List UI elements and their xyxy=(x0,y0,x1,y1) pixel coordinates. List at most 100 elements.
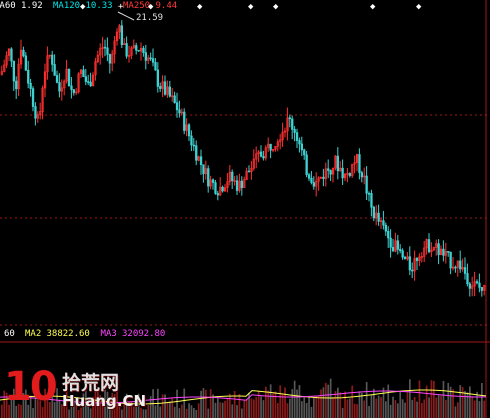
candle-body xyxy=(173,95,176,103)
candle-body xyxy=(288,117,292,120)
volume-bar xyxy=(171,398,174,418)
candle-body xyxy=(463,267,467,274)
candle-body xyxy=(319,176,323,179)
candle xyxy=(447,251,450,257)
candle-body xyxy=(255,153,258,160)
candle xyxy=(418,253,421,267)
candle-body xyxy=(401,250,404,258)
candle-body xyxy=(348,173,352,176)
candle-body xyxy=(250,167,253,172)
candle xyxy=(377,204,380,226)
volume-bar xyxy=(265,386,267,418)
candle xyxy=(454,265,457,273)
candle-body xyxy=(353,162,356,165)
candle-body xyxy=(144,52,148,61)
candle xyxy=(269,143,272,159)
candle xyxy=(298,137,301,153)
candle xyxy=(291,115,294,140)
volume-bar xyxy=(164,394,166,418)
candle xyxy=(408,246,412,276)
candle-body xyxy=(195,145,198,161)
vol-ma-value: 60 xyxy=(4,329,15,339)
candle-body xyxy=(473,281,476,287)
volume-bar xyxy=(262,400,265,418)
volume-bar xyxy=(363,400,366,418)
candle xyxy=(22,46,25,58)
logo-chinese-text: 拾荒网 xyxy=(62,372,120,394)
candle xyxy=(286,107,289,141)
ma-label: MA120 xyxy=(53,1,81,11)
candle xyxy=(430,242,433,258)
volume-bar xyxy=(471,396,474,418)
site-watermark-logo: 10 拾荒网 Huang.CN xyxy=(4,364,154,416)
volume-bar xyxy=(351,385,354,418)
volume-bar xyxy=(466,392,469,418)
volume-bar xyxy=(411,399,414,418)
candle xyxy=(475,279,479,285)
volume-bar xyxy=(77,409,80,418)
candle-body xyxy=(187,124,191,137)
candle-body xyxy=(475,281,479,284)
candle-body xyxy=(415,257,419,262)
volume-bar xyxy=(169,401,171,418)
volume-bar xyxy=(435,397,438,418)
volume-bar xyxy=(449,386,452,418)
candle xyxy=(360,170,364,183)
candle-body xyxy=(279,139,282,143)
candle-body xyxy=(132,45,136,49)
candle xyxy=(348,172,352,178)
candle xyxy=(276,139,280,152)
candle xyxy=(87,74,90,85)
candle-body xyxy=(243,179,246,188)
candle-body xyxy=(425,239,428,249)
candle-body xyxy=(295,132,299,141)
candle-body xyxy=(480,287,484,291)
candle-body xyxy=(430,249,433,253)
volume-bar xyxy=(27,404,30,418)
candle-body xyxy=(60,87,64,92)
candle xyxy=(411,262,414,279)
volume-bar xyxy=(317,395,320,418)
candle xyxy=(77,72,80,94)
candle-body xyxy=(159,86,162,89)
volume-bar xyxy=(3,390,6,418)
candle-body xyxy=(223,187,227,192)
candle-body xyxy=(183,111,186,131)
candle-body xyxy=(271,148,275,151)
candle xyxy=(36,111,40,123)
candle-body xyxy=(233,180,236,182)
candle xyxy=(267,137,270,152)
event-marker-icon: ◆ xyxy=(197,2,203,12)
candle xyxy=(387,226,390,248)
volume-bar xyxy=(425,385,428,418)
candle xyxy=(192,138,196,151)
volume-bar xyxy=(272,393,274,418)
volume-bar xyxy=(433,381,435,418)
candle-body xyxy=(264,147,268,159)
candle xyxy=(437,239,440,265)
candle-body xyxy=(437,243,440,256)
volume-bar xyxy=(229,393,231,418)
candle-body xyxy=(39,111,42,115)
candle-body xyxy=(96,54,100,63)
candle xyxy=(384,222,388,236)
volume-bar xyxy=(29,395,32,418)
candle xyxy=(463,257,467,280)
candle-body xyxy=(307,174,311,179)
volume-bar xyxy=(327,384,330,418)
volume-bar xyxy=(238,393,241,418)
volume-bar xyxy=(68,409,70,418)
volume-bar xyxy=(241,408,243,418)
candle xyxy=(7,48,11,61)
candle-body xyxy=(365,175,368,194)
candle-body xyxy=(106,47,109,55)
volume-ma-line xyxy=(0,389,487,405)
candle xyxy=(271,148,275,153)
candle xyxy=(322,168,325,187)
candle xyxy=(0,65,4,76)
candle xyxy=(151,48,155,67)
candle xyxy=(396,234,400,255)
candle-body xyxy=(123,43,126,46)
candle-body xyxy=(334,155,337,169)
candle-body xyxy=(459,260,462,270)
